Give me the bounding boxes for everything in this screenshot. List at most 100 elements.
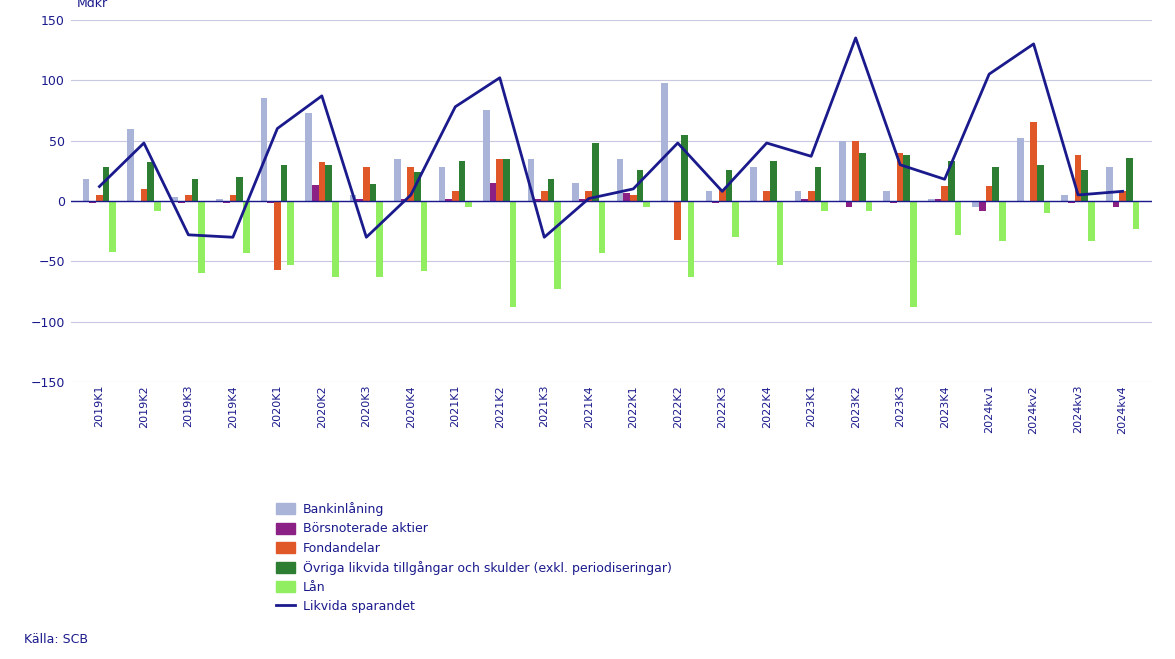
Bar [999,201,1006,241]
Bar [687,201,694,277]
Bar [184,195,192,201]
Bar [540,191,548,201]
Bar [623,192,630,201]
Bar [394,159,401,201]
Bar [325,165,331,201]
Bar [1016,138,1023,201]
Bar [350,195,356,201]
Bar [859,153,866,201]
Bar [1120,191,1126,201]
Bar [172,198,179,201]
Bar [1043,201,1050,213]
Bar [458,161,465,201]
Bar [764,191,770,201]
Bar [535,198,540,201]
Bar [141,189,147,201]
Bar [821,201,828,211]
Bar [993,167,999,201]
Bar [911,201,916,307]
Bar [662,82,667,201]
Bar [311,185,318,201]
Bar [268,201,274,204]
Bar [281,165,288,201]
Bar [794,191,801,201]
Bar [1081,169,1088,201]
Bar [102,167,109,201]
Bar [1038,165,1043,201]
Bar [465,201,472,207]
Bar [1126,158,1133,201]
Bar [643,201,650,207]
Bar [483,110,490,201]
Bar [1061,195,1068,201]
Bar [376,201,383,277]
Bar [528,159,535,201]
Bar [941,186,948,201]
Bar [318,162,325,201]
Bar [732,201,739,237]
Bar [503,159,510,201]
Bar [1113,201,1120,207]
Bar [555,201,560,289]
Legend: Bankinlåning, Börsnoterade aktier, Fondandelar, Övriga likvida tillgångar och sk: Bankinlåning, Börsnoterade aktier, Fonda… [271,497,677,618]
Bar [243,201,249,253]
Bar [331,201,338,277]
Bar [490,183,497,201]
Bar [363,167,370,201]
Bar [445,198,452,201]
Bar [1088,201,1095,241]
Bar [705,191,712,201]
Bar [192,179,199,201]
Bar [814,167,821,201]
Bar [904,155,911,201]
Bar [725,169,732,201]
Text: Mdkr: Mdkr [78,0,108,10]
Bar [96,195,102,201]
Bar [288,201,294,265]
Bar [1133,201,1140,229]
Bar [777,201,784,265]
Bar [179,201,184,204]
Bar [808,191,814,201]
Bar [236,177,243,201]
Bar [674,201,681,240]
Text: Källa: SCB: Källa: SCB [24,633,87,646]
Bar [199,201,206,273]
Bar [497,159,503,201]
Bar [979,201,986,211]
Bar [421,201,428,271]
Bar [682,134,687,201]
Bar [801,198,808,201]
Bar [948,161,954,201]
Bar [719,189,725,201]
Bar [637,169,643,201]
Bar [973,201,979,207]
Bar [261,98,268,201]
Bar [1030,123,1038,201]
Bar [884,191,891,201]
Bar [109,201,116,252]
Bar [617,159,623,201]
Bar [852,140,859,201]
Bar [585,191,592,201]
Bar [82,179,89,201]
Bar [548,179,555,201]
Bar [216,198,223,201]
Bar [750,167,757,201]
Bar [356,198,363,201]
Bar [452,191,458,201]
Bar [928,198,934,201]
Bar [630,195,637,201]
Bar [306,113,311,201]
Bar [599,201,605,253]
Bar [1068,201,1075,204]
Bar [934,198,941,201]
Bar [986,186,993,201]
Bar [147,162,154,201]
Bar [954,201,961,235]
Bar [866,201,872,211]
Bar [127,129,134,201]
Bar [1075,155,1081,201]
Bar [154,201,161,211]
Bar [839,140,846,201]
